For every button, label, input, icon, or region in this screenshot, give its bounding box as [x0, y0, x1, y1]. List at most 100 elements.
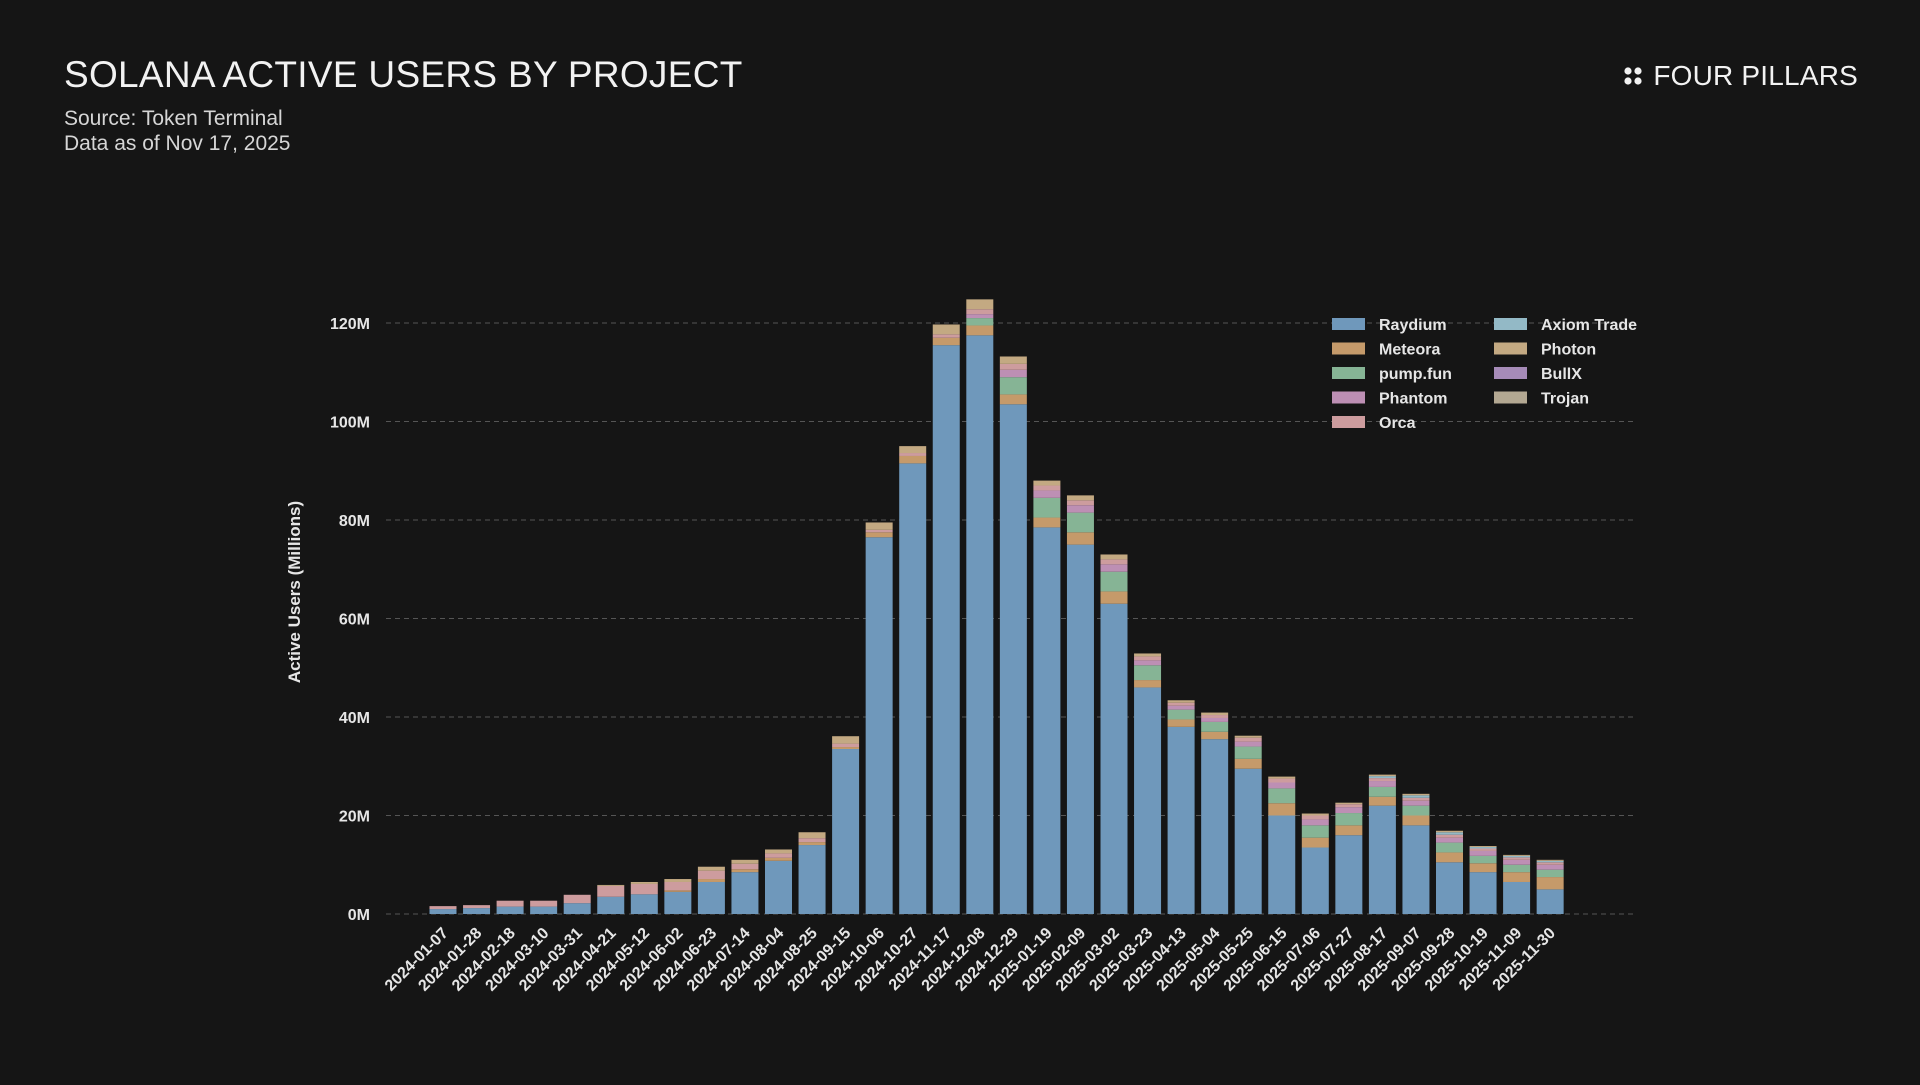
bar-segment-meteora [1134, 680, 1162, 688]
bar-segment-photon [1134, 653, 1162, 657]
bar-segment-photon [1066, 495, 1094, 501]
bar-segment-meteora [865, 532, 893, 538]
bar-segment-photon [1234, 735, 1262, 738]
bar-segment-orca [496, 900, 524, 907]
bar-segment-raydium [1066, 544, 1094, 914]
bar-segment-pump-fun [1436, 842, 1463, 853]
chart-header: SOLANA ACTIVE USERS BY PROJECT Source: T… [64, 54, 743, 156]
bar-segment-meteora [932, 337, 960, 346]
bar-segment-phantom [1335, 807, 1363, 814]
bar-segment-phantom [1503, 859, 1531, 865]
bar-segment-raydium [1033, 527, 1061, 914]
y-tick-label: 100M [330, 415, 370, 432]
bar-segment-meteora [765, 857, 792, 861]
bar-segment-photon [1536, 859, 1564, 861]
legend-label: Phantom [1379, 391, 1447, 408]
bar-segment-phantom [1234, 741, 1262, 747]
bar-segment-photon [765, 849, 792, 854]
bar-segment-meteora [664, 890, 692, 892]
legend-swatch [1332, 342, 1365, 355]
bar-segment-meteora [1066, 532, 1094, 545]
bar-segment-orca [429, 906, 457, 910]
legend-swatch [1494, 342, 1527, 355]
brand-logo: FOUR PILLARS [1623, 60, 1858, 92]
bar-segment-meteora [1268, 803, 1296, 816]
legend-label: Photon [1541, 342, 1596, 359]
legend-swatch [1332, 416, 1365, 428]
bar-segment-orca [697, 870, 725, 880]
bar-segment-meteora [731, 869, 759, 873]
bar-segment-meteora [999, 394, 1027, 405]
bar-segment-axiom-trade [1368, 776, 1396, 779]
bar-segment-raydium [1436, 862, 1463, 914]
bar-segment-phantom [1201, 717, 1229, 722]
bar-segment-raydium [1368, 805, 1396, 914]
y-axis-label: Active Users (Millions) [285, 501, 304, 683]
bar-segment-raydium [731, 872, 759, 914]
bar-segment-pump-fun [1301, 825, 1329, 838]
bar-segment-axiom-trade [1402, 795, 1430, 798]
bar-segment-raydium [563, 903, 591, 914]
bar-segment-raydium [865, 537, 893, 914]
bar-segment-meteora [1033, 517, 1061, 528]
source-note: Source: Token Terminal [64, 107, 283, 130]
bar-segment-pump-fun [1368, 786, 1396, 797]
bar-segment-raydium [1100, 603, 1128, 914]
bar-segment-orca [1335, 804, 1363, 808]
bar-segment-photon [1469, 846, 1497, 848]
bar-segment-photon [1436, 830, 1463, 833]
bar-segment-raydium [630, 894, 658, 914]
bar-segment-phantom [1100, 564, 1128, 572]
bar-segment-pump-fun [1469, 855, 1497, 864]
bar-segment-phantom [1066, 505, 1094, 513]
bar-segment-photon [899, 446, 927, 454]
bar-segment-orca [1268, 778, 1296, 783]
bar-segment-photon [798, 832, 826, 839]
bar-segment-raydium [1134, 687, 1162, 914]
bar-segment-raydium [1201, 739, 1229, 914]
bar-segment-orca [1134, 656, 1162, 661]
bar-segment-meteora [1368, 796, 1396, 806]
bar-segment-raydium [832, 749, 860, 914]
bar-segment-raydium [798, 845, 826, 914]
legend-label: Axiom Trade [1541, 317, 1637, 334]
bar-segment-raydium [1268, 815, 1296, 914]
bar-segment-photon [1503, 854, 1531, 856]
bar-segment-orca [1167, 702, 1195, 706]
y-tick-label: 0M [348, 907, 370, 924]
bar-segment-phantom [1301, 819, 1329, 826]
bar-segment-orca [1100, 559, 1128, 565]
bar-segment-orca [630, 883, 658, 895]
bar-segment-pump-fun [999, 377, 1027, 395]
bar-segment-raydium [1503, 881, 1531, 914]
bar-segment-orca [1234, 737, 1262, 742]
bar-segment-orca [1536, 862, 1564, 865]
bar-segment-pump-fun [966, 318, 994, 326]
bar-segment-phantom [1402, 800, 1430, 806]
bar-segment-orca [966, 309, 994, 315]
bar-segment-meteora [1503, 872, 1531, 882]
bar-segment-photon [865, 522, 893, 530]
legend-swatch [1494, 391, 1527, 404]
bar-segment-meteora [1536, 877, 1564, 890]
bar-segment-photon [1100, 554, 1128, 560]
bar-segment-pump-fun [1234, 746, 1262, 759]
bar-segment-phantom [1536, 864, 1564, 870]
bar-segment-orca [798, 838, 826, 843]
bar-segment-pump-fun [1268, 788, 1296, 804]
bar-segment-raydium [1402, 825, 1430, 914]
bar-segment-phantom [1268, 782, 1296, 789]
four-dots-icon [1624, 67, 1642, 85]
bar-segment-meteora [1469, 863, 1497, 873]
bar-segment-raydium [1167, 726, 1195, 914]
bar-segment-photon [731, 859, 759, 864]
bar-segment-orca [832, 743, 860, 748]
bar-segment-raydium [899, 463, 927, 914]
bar-segment-phantom [1436, 837, 1463, 843]
bar-segment-raydium [932, 345, 960, 915]
page-title: SOLANA ACTIVE USERS BY PROJECT [64, 54, 743, 95]
bar-segment-photon [664, 879, 692, 882]
bar-segment-raydium [999, 404, 1027, 914]
legend-label: BullX [1541, 366, 1582, 383]
bar-segment-phantom [1469, 850, 1497, 856]
